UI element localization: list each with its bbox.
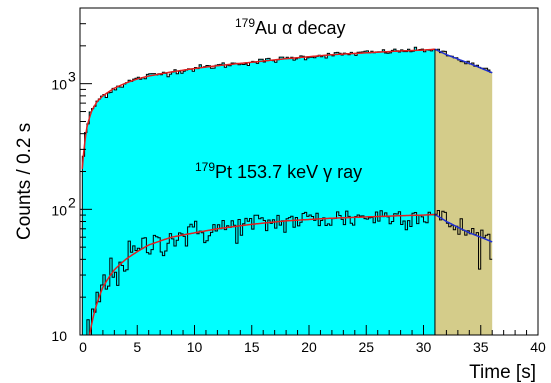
x-tick-label: 30 bbox=[416, 339, 432, 355]
x-tick-label: 5 bbox=[133, 339, 141, 355]
alpha-annotation-text: Au α decay bbox=[255, 18, 345, 38]
gamma-mass-number: 179 bbox=[195, 160, 215, 174]
gamma-fit-beam-off-curve bbox=[434, 213, 493, 243]
gamma-fit-beam-on-curve bbox=[88, 213, 435, 335]
beam-off-filled-histogram bbox=[434, 49, 493, 335]
alpha-decay-annotation: 179Au α decay bbox=[235, 16, 346, 38]
alpha-fit-beam-on-curve bbox=[81, 48, 436, 169]
plot-area bbox=[81, 46, 493, 335]
y-tick-label: 10 bbox=[51, 77, 67, 93]
x-tick-label: 35 bbox=[473, 339, 489, 355]
x-axis: 0 5 10 15 20 25 30 35 40 bbox=[79, 325, 546, 355]
alpha-decay-histogram bbox=[81, 46, 493, 335]
x-tick-label: 15 bbox=[244, 339, 260, 355]
y-axis-title: Counts / 0.2 s bbox=[14, 123, 35, 240]
beam-on-filled-histogram bbox=[82, 47, 435, 335]
gamma-ray-annotation: 179Pt 153.7 keV γ ray bbox=[195, 160, 362, 182]
x-tick-label: 40 bbox=[530, 339, 546, 355]
x-tick-label: 0 bbox=[79, 339, 87, 355]
gamma-annotation-text: Pt 153.7 keV γ ray bbox=[215, 162, 362, 182]
y-tick-exponent: 3 bbox=[68, 69, 76, 85]
x-tick-label: 20 bbox=[301, 339, 317, 355]
y-tick-label: 10 bbox=[51, 328, 67, 344]
alpha-fit-beam-off-curve bbox=[434, 48, 493, 74]
x-tick-label: 10 bbox=[187, 339, 203, 355]
gamma-ray-histogram bbox=[86, 210, 493, 335]
alpha-mass-number: 179 bbox=[235, 16, 255, 30]
y-tick-exponent: 2 bbox=[68, 194, 76, 210]
x-axis-title: Time [s] bbox=[469, 362, 536, 383]
y-tick-label: 10 bbox=[51, 202, 67, 218]
x-tick-label: 25 bbox=[358, 339, 374, 355]
